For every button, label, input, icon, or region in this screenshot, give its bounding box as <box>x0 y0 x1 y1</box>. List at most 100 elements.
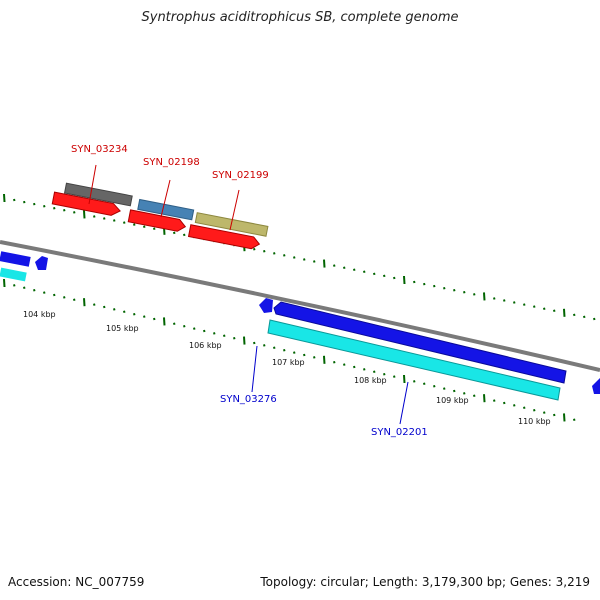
tick-mark <box>143 225 146 228</box>
tick-mark <box>323 259 326 268</box>
gene-syn-03234-bar[interactable] <box>63 182 133 207</box>
cds-reverse-small[interactable] <box>259 298 273 313</box>
tick-mark <box>563 413 566 422</box>
tick-mark <box>243 336 246 345</box>
gene-label-syn-02199[interactable]: SYN_02199 <box>212 170 269 181</box>
tick-mark <box>413 280 416 284</box>
gene-label-syn-03276[interactable]: SYN_03276 <box>220 394 277 405</box>
tick-mark <box>253 341 256 345</box>
kbp-label-110: 110 kbp <box>518 417 551 426</box>
gene-syn-02201-bar[interactable] <box>267 319 561 401</box>
tick-mark <box>133 312 136 316</box>
tick-mark <box>453 289 456 292</box>
tick-mark <box>223 334 226 338</box>
tick-mark <box>503 299 506 302</box>
cds-reverse-left[interactable] <box>35 256 48 270</box>
gene-syn-02198-bar[interactable] <box>137 198 195 221</box>
tick-mark <box>493 399 496 402</box>
gene-label-syn-03234[interactable]: SYN_03234 <box>71 144 128 155</box>
tick-mark <box>473 293 476 296</box>
tick-mark <box>503 401 506 405</box>
tick-mark <box>283 254 286 257</box>
tick-mark <box>403 275 406 285</box>
tick-mark <box>83 298 86 307</box>
tick-mark <box>183 324 186 328</box>
cds-forward-1[interactable] <box>51 191 121 217</box>
tick-mark <box>393 276 396 280</box>
map-title: Syntrophus aciditrophicus SB, complete g… <box>141 10 459 25</box>
tick-mark <box>513 404 516 407</box>
tick-mark <box>143 315 146 318</box>
tick-mark <box>253 248 256 251</box>
tick-mark <box>443 387 446 390</box>
kbp-label-107: 107 kbp <box>272 358 305 367</box>
gene-label-syn-02201[interactable]: SYN_02201 <box>371 427 428 438</box>
tick-mark <box>273 252 276 255</box>
tick-mark <box>53 207 56 210</box>
topology-text: Topology: circular; Length: 3,179,300 bp… <box>260 575 590 589</box>
cds-forward-3[interactable] <box>187 224 261 250</box>
tick-mark <box>193 327 196 330</box>
gene-reverse-left-bar[interactable] <box>0 251 31 267</box>
tick-mark <box>423 382 426 386</box>
tick-mark <box>233 336 236 340</box>
tick-mark <box>53 293 56 297</box>
tick-mark <box>183 233 186 237</box>
tick-mark <box>533 305 536 308</box>
tick-mark <box>153 317 156 321</box>
tick-mark <box>423 282 426 286</box>
gene-syn-03276-bar[interactable] <box>273 301 567 384</box>
tick-mark <box>103 217 106 220</box>
tick-mark <box>153 227 156 230</box>
tick-mark <box>343 266 346 269</box>
tick-mark <box>203 329 206 333</box>
kbp-label-109: 109 kbp <box>436 396 469 405</box>
tick-mark <box>323 355 326 364</box>
tick-mark <box>553 413 556 417</box>
tick-mark <box>343 363 346 366</box>
tick-mark <box>383 274 386 278</box>
gene-label-syn-02198[interactable]: SYN_02198 <box>143 157 200 168</box>
tick-mark <box>313 260 316 263</box>
tick-mark <box>533 408 536 412</box>
tick-mark <box>363 368 366 371</box>
tick-mark <box>483 394 486 403</box>
tick-mark <box>83 210 86 219</box>
tick-mark <box>443 286 446 290</box>
tick-mark <box>433 284 436 288</box>
tick-mark <box>403 374 406 384</box>
tick-mark <box>563 308 566 317</box>
kbp-label-106: 106 kbp <box>189 341 222 350</box>
tick-mark <box>373 370 376 374</box>
cds-forward-2[interactable] <box>127 209 187 233</box>
tick-mark <box>13 198 16 202</box>
tick-mark <box>333 264 336 267</box>
genome-backbone <box>0 240 600 372</box>
tick-mark <box>353 268 356 271</box>
tick-mark <box>13 284 16 287</box>
tick-mark <box>513 301 516 304</box>
tick-mark <box>273 346 276 350</box>
kbp-label-108: 108 kbp <box>354 376 387 385</box>
tick-mark <box>163 317 166 326</box>
tick-mark <box>63 296 66 299</box>
cds-reverse-right-edge[interactable] <box>592 378 600 394</box>
tick-mark <box>93 215 96 218</box>
tick-mark <box>353 365 356 369</box>
tick-mark <box>293 351 296 354</box>
tick-mark <box>553 309 556 312</box>
tick-mark <box>73 298 76 302</box>
gene-reverse-left-cyan[interactable] <box>0 267 27 282</box>
tick-mark <box>43 204 46 208</box>
tick-mark <box>133 223 136 226</box>
tick-mark <box>573 313 576 317</box>
tick-mark <box>493 297 496 300</box>
tick-mark <box>123 221 126 224</box>
tick-mark <box>583 315 586 319</box>
tick-mark <box>283 348 286 352</box>
tick-mark <box>263 344 266 347</box>
tick-mark <box>173 322 176 326</box>
kbp-label-105: 105 kbp <box>106 324 139 333</box>
tick-mark <box>543 411 546 414</box>
